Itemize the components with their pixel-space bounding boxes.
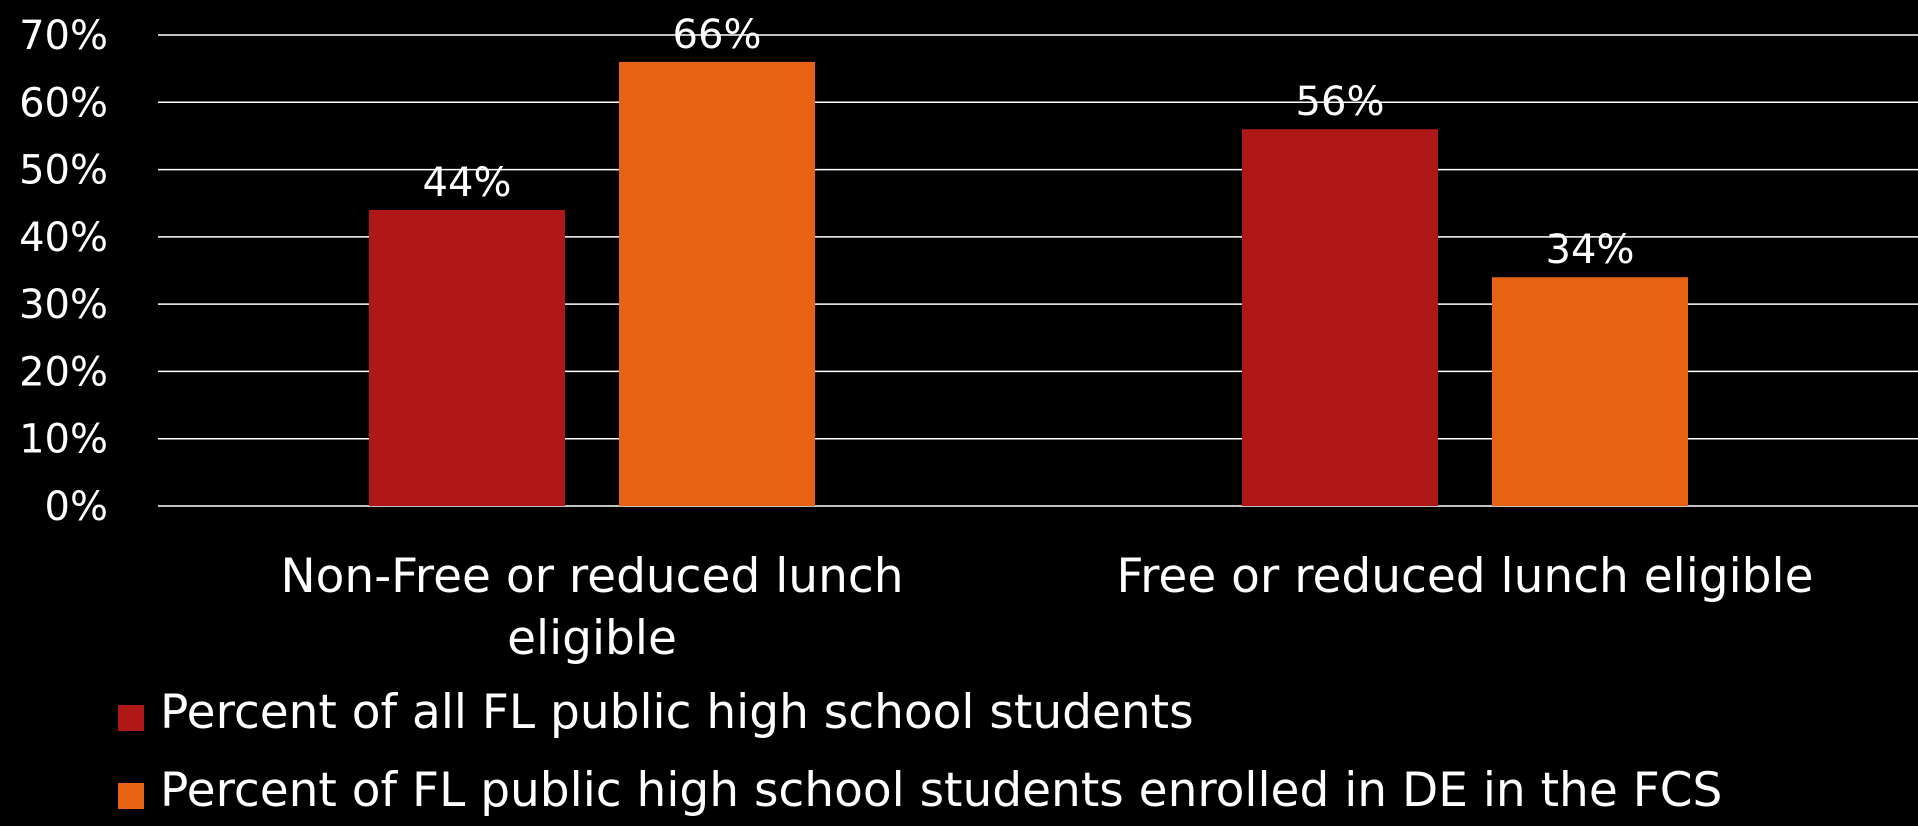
data-label: 66%	[673, 12, 762, 58]
category-label: Free or reduced lunch eligible	[1117, 549, 1814, 604]
y-axis-tick-labels: 0% 10% 20% 30% 40% 50% 60% 70%	[19, 13, 108, 530]
y-tick-label: 70%	[19, 13, 108, 59]
legend-swatch	[118, 783, 144, 809]
y-tick-label: 10%	[19, 417, 108, 463]
bar	[1492, 277, 1688, 506]
category-labels: Non-Free or reduced lunch eligible Free or…	[281, 549, 1814, 666]
bar	[369, 209, 565, 506]
bar	[1242, 129, 1438, 506]
data-label: 44%	[423, 160, 512, 206]
legend: Percent of all FL public high school stu…	[118, 685, 1722, 818]
y-tick-label: 50%	[19, 148, 108, 194]
y-tick-label: 30%	[19, 282, 108, 328]
bar	[619, 61, 815, 507]
legend-label: Percent of all FL public high school stu…	[160, 685, 1194, 740]
y-tick-label: 40%	[19, 215, 108, 261]
y-tick-label: 20%	[19, 349, 108, 395]
data-label: 34%	[1546, 227, 1635, 273]
category-label: Non-Free or reduced lunch eligible	[281, 549, 904, 666]
legend-swatch	[118, 705, 144, 731]
data-label: 56%	[1296, 79, 1385, 125]
y-tick-label: 60%	[19, 80, 108, 126]
bars	[369, 61, 1688, 507]
legend-label: Percent of FL public high school student…	[160, 763, 1722, 818]
data-labels: 44% 66% 56% 34%	[423, 12, 1635, 273]
y-tick-label: 0%	[45, 484, 108, 530]
